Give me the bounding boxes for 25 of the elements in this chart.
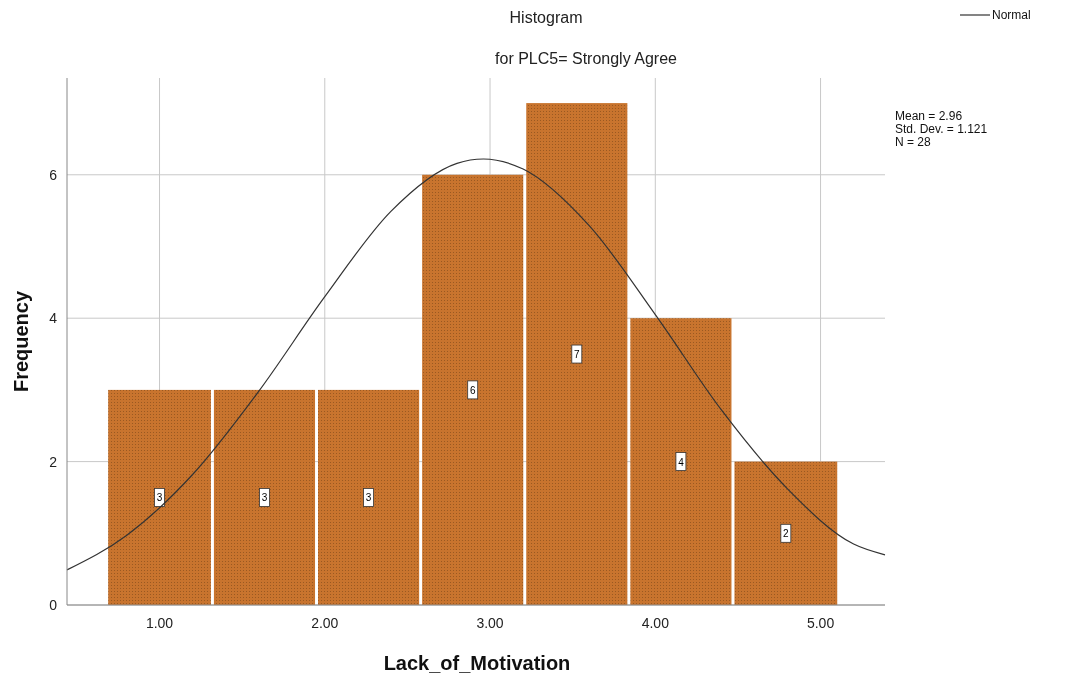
data-label: 3 bbox=[156, 492, 163, 504]
data-label: 7 bbox=[574, 349, 581, 361]
text: Std. Dev. = 1.121 bbox=[895, 122, 988, 136]
data-label: 6 bbox=[469, 384, 476, 396]
x-tick-label: 3.00 bbox=[476, 615, 504, 631]
chart-title: Histogram bbox=[509, 9, 583, 26]
x-tick-label: 4.00 bbox=[641, 615, 670, 631]
text: Mean = 2.96 bbox=[895, 109, 963, 123]
text: N = 28 bbox=[895, 135, 932, 149]
y-tick-label: 6 bbox=[49, 166, 58, 183]
y-tick-label: 2 bbox=[49, 453, 58, 470]
x-tick-label: 1.00 bbox=[145, 615, 174, 631]
data-label: 2 bbox=[783, 528, 790, 540]
x-tick-label: 5.00 bbox=[806, 615, 835, 631]
data-label: 4 bbox=[678, 456, 685, 468]
x-axis-title: Lack_of_Motivation bbox=[383, 652, 571, 674]
data-label: 3 bbox=[365, 492, 372, 504]
line-series bbox=[66, 158, 886, 571]
y-axis-title: Frequency bbox=[10, 290, 32, 393]
y-tick-label: 0 bbox=[49, 597, 58, 613]
y-tick-label: 4 bbox=[49, 310, 58, 327]
data-label: 3 bbox=[261, 492, 268, 504]
x-tick-label: 2.00 bbox=[311, 615, 339, 631]
legend-label: Normal bbox=[992, 8, 1031, 22]
chart-subtitle: for PLC5= Strongly Agree bbox=[495, 50, 678, 67]
